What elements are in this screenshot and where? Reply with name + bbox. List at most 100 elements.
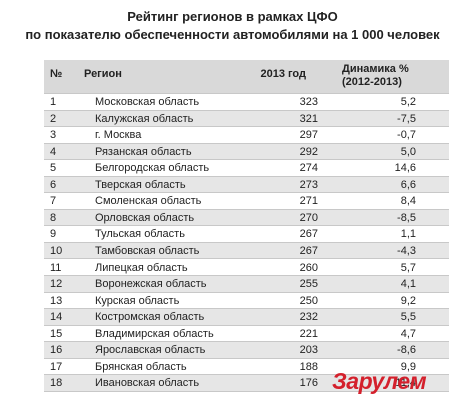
header-cell: 2013 год bbox=[260, 68, 306, 80]
table-cell: 1 bbox=[50, 96, 57, 108]
table-cell: 250 bbox=[299, 294, 318, 307]
table-row bbox=[44, 160, 449, 177]
table-row bbox=[44, 242, 449, 260]
table-cell: Брянская область bbox=[95, 360, 187, 373]
table-cell: 12 bbox=[50, 278, 63, 291]
title-line: по показателю обеспеченности автомобилям… bbox=[25, 27, 440, 42]
table-cell: 10 bbox=[50, 244, 63, 257]
table-cell: Липецкая область bbox=[95, 261, 188, 274]
table-cell: 3 bbox=[50, 129, 57, 142]
table-row bbox=[44, 375, 449, 392]
table-cell: Владимирская область bbox=[95, 327, 214, 340]
table-cell: Тверская область bbox=[95, 178, 186, 191]
table-cell: Рязанская область bbox=[95, 145, 192, 158]
table-cell: 274 bbox=[299, 162, 318, 175]
table-cell: 4,1 bbox=[400, 278, 416, 291]
table-cell: 1,1 bbox=[400, 228, 416, 241]
table-cell: 18 bbox=[50, 377, 63, 390]
title-line: Рейтинг регионов в рамках ЦФО bbox=[127, 9, 338, 24]
table-cell: Калужская область bbox=[95, 112, 194, 125]
table-cell: Воронежская область bbox=[95, 278, 207, 291]
table-cell: Ивановская область bbox=[95, 377, 200, 390]
table-cell: 14 bbox=[50, 311, 63, 324]
table-cell: 5,2 bbox=[400, 96, 416, 108]
table-row bbox=[44, 358, 449, 376]
header-cell: Динамика % bbox=[342, 63, 409, 75]
table-row bbox=[44, 209, 449, 227]
table-cell: 176 bbox=[299, 377, 318, 390]
table-cell: Тульская область bbox=[95, 228, 185, 241]
table-row bbox=[44, 325, 449, 343]
table-row bbox=[44, 110, 449, 128]
table-cell: Ярославская область bbox=[95, 344, 206, 357]
table-cell: 321 bbox=[299, 112, 318, 125]
table-row bbox=[44, 309, 449, 326]
table-cell: 6,6 bbox=[400, 178, 416, 191]
table-cell: 4,7 bbox=[400, 327, 416, 340]
table-row bbox=[44, 127, 449, 144]
table-cell: -8,6 bbox=[397, 344, 416, 357]
table-cell: 6 bbox=[50, 178, 57, 191]
table-row bbox=[44, 143, 449, 161]
table-cell: 8 bbox=[50, 211, 57, 224]
table-cell: 5 bbox=[50, 162, 57, 175]
table-cell: 292 bbox=[299, 145, 318, 158]
table-row bbox=[44, 226, 449, 243]
table-cell: -4,3 bbox=[397, 244, 416, 257]
table-cell: 2 bbox=[50, 112, 57, 125]
table-row bbox=[44, 276, 449, 293]
table-cell: -0,7 bbox=[397, 129, 416, 142]
table-row bbox=[44, 259, 449, 277]
table-cell: 11 bbox=[50, 261, 62, 274]
table-row bbox=[44, 94, 449, 111]
table-row bbox=[44, 176, 449, 194]
table-cell: 8,4 bbox=[400, 195, 416, 208]
table-cell: Смоленская область bbox=[95, 195, 202, 208]
table-cell: 15 bbox=[50, 327, 63, 340]
table-cell: Тамбовская область bbox=[95, 244, 200, 257]
table-row bbox=[44, 292, 449, 310]
table-cell: 9 bbox=[50, 228, 57, 241]
table-cell: 9,9 bbox=[400, 360, 416, 373]
table-cell: 5,0 bbox=[400, 145, 416, 158]
table-cell: Орловская область bbox=[95, 211, 195, 224]
table-cell: 188 bbox=[299, 360, 318, 373]
table-cell: -8,5 bbox=[397, 211, 416, 224]
table-cell: Курская область bbox=[95, 294, 180, 307]
table-cell: 5,7 bbox=[400, 261, 416, 274]
header-cell: Регион bbox=[84, 68, 122, 80]
table-cell: 17 bbox=[50, 360, 63, 373]
table-cell: 267 bbox=[299, 244, 318, 257]
table-cell: 260 bbox=[299, 261, 318, 274]
table-cell: 4 bbox=[50, 145, 57, 158]
table-cell: Белгородская область bbox=[95, 162, 210, 175]
table-cell: 14,6 bbox=[394, 162, 416, 175]
table-cell: 232 bbox=[299, 311, 318, 324]
table-cell: 9,2 bbox=[400, 294, 416, 307]
header-row bbox=[44, 60, 449, 94]
table-cell: 255 bbox=[299, 278, 318, 291]
table-cell: г. Москва bbox=[95, 129, 142, 142]
table-cell: 323 bbox=[299, 96, 318, 108]
table-row bbox=[44, 193, 449, 210]
table-cell: 270 bbox=[299, 211, 318, 224]
table-cell: 221 bbox=[299, 327, 318, 340]
table-cell: -7,5 bbox=[397, 112, 416, 125]
table-cell: 5,5 bbox=[400, 311, 416, 324]
table-cell: 16 bbox=[50, 344, 63, 357]
table-cell: 13 bbox=[50, 294, 63, 307]
header-cell: (2012-2013) bbox=[342, 76, 402, 88]
table-cell: 203 bbox=[299, 344, 318, 357]
table-cell: 297 bbox=[299, 129, 318, 142]
table-cell: 271 bbox=[299, 195, 318, 208]
table-cell: 11,4 bbox=[395, 377, 416, 390]
header-cell: № bbox=[50, 68, 63, 80]
table-cell: 273 bbox=[299, 178, 318, 191]
table-cell: 267 bbox=[299, 228, 318, 241]
table-cell: Костромская область bbox=[95, 311, 205, 324]
table-cell: 7 bbox=[50, 195, 57, 208]
table-cell: Московская область bbox=[95, 96, 200, 108]
table-row bbox=[44, 342, 449, 359]
watermark: Зарулем bbox=[332, 368, 427, 394]
